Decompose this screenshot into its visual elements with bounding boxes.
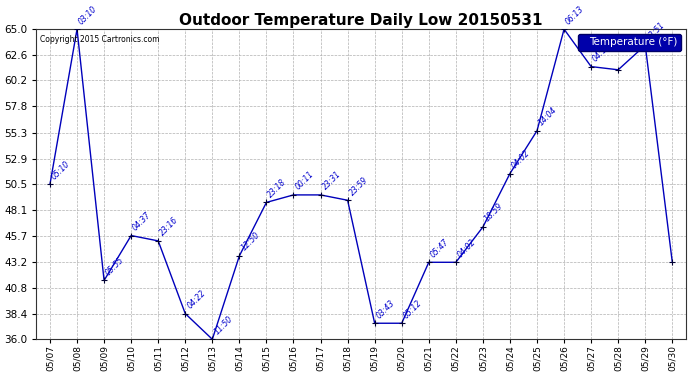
Text: 04:02: 04:02 — [510, 148, 532, 170]
Text: 23:59: 23:59 — [348, 175, 370, 197]
Text: 23:18: 23:18 — [266, 177, 288, 199]
Text: 12:50: 12:50 — [239, 231, 262, 253]
Text: 23:51: 23:51 — [645, 20, 667, 42]
Text: 14:04: 14:04 — [537, 105, 559, 128]
Text: 05:10: 05:10 — [50, 159, 72, 181]
Text: 23:16: 23:16 — [158, 216, 180, 238]
Text: 04:02: 04:02 — [456, 237, 478, 259]
Text: 04:37: 04:37 — [131, 210, 153, 232]
Text: 04:22: 04:22 — [185, 288, 207, 310]
Text: 00:11: 00:11 — [293, 170, 315, 192]
Text: 11:50: 11:50 — [213, 314, 235, 336]
Text: Copyright 2015 Cartronics.com: Copyright 2015 Cartronics.com — [40, 35, 159, 44]
Text: 23:31: 23:31 — [321, 170, 342, 192]
Text: 03:43: 03:43 — [375, 298, 397, 320]
Legend: Temperature (°F): Temperature (°F) — [578, 34, 680, 51]
Text: 05:12: 05:12 — [402, 298, 424, 320]
Text: 03:10: 03:10 — [77, 4, 99, 26]
Text: 05:47: 05:47 — [428, 237, 451, 259]
Title: Outdoor Temperature Daily Low 20150531: Outdoor Temperature Daily Low 20150531 — [179, 13, 543, 28]
Text: 05:55: 05:55 — [104, 255, 126, 277]
Text: 04:11: 04:11 — [591, 41, 613, 63]
Text: 06:13: 06:13 — [564, 4, 586, 26]
Text: 18:59: 18:59 — [483, 202, 505, 224]
